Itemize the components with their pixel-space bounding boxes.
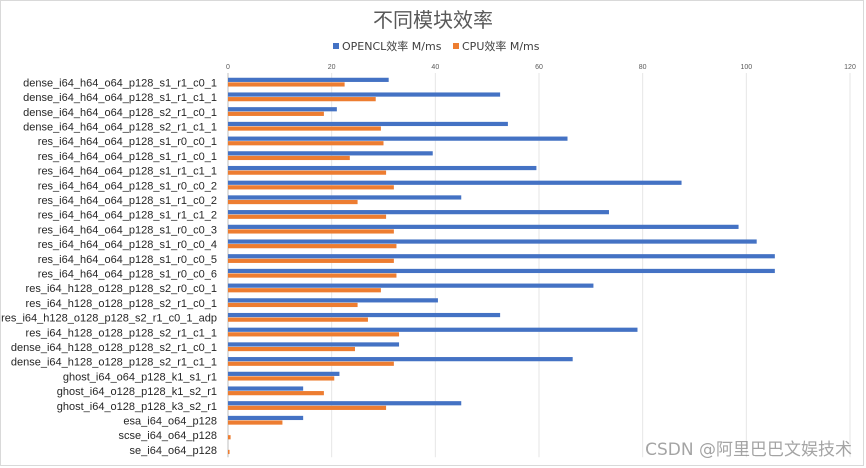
category-label-13: res_i64_h64_o64_p128_s1_r0_c0_6 [38,268,217,280]
bar-opencl-15 [228,298,438,303]
bar-cpu-7 [228,185,394,190]
bar-opencl-20 [228,371,340,376]
bar-cpu-8 [228,199,358,205]
x-tick-label-40: 40 [431,64,439,71]
bar-opencl-0 [228,77,389,82]
legend-label-1: CPU效率 M/ms [462,39,540,53]
bar-cpu-6 [228,170,387,175]
legend-swatch-1 [453,43,459,49]
bar-opencl-1 [228,92,501,97]
bar-opencl-7 [228,180,682,185]
bar-opencl-14 [228,283,594,288]
bar-cpu-14 [228,288,381,293]
bar-cpu-25 [228,449,230,455]
category-label-12: res_i64_h64_o64_p128_s1_r0_c0_5 [38,254,217,266]
category-label-10: res_i64_h64_o64_p128_s1_r0_c0_3 [38,224,217,236]
bar-cpu-18 [228,346,355,352]
category-label-7: res_i64_h64_o64_p128_s1_r0_c0_2 [38,180,217,192]
x-tick-label-60: 60 [535,64,543,71]
bar-cpu-23 [228,420,283,425]
category-label-11: res_i64_h64_o64_p128_s1_r0_c0_4 [38,239,217,251]
x-tick-label-0: 0 [226,64,230,71]
category-label-0: dense_i64_h64_o64_p128_s1_r1_c0_1 [23,77,217,89]
bar-opencl-22 [228,401,462,406]
bar-cpu-4 [228,141,384,146]
bar-opencl-19 [228,357,573,362]
bar-opencl-18 [228,342,400,347]
bar-cpu-2 [228,111,324,116]
bar-cpu-13 [228,273,397,278]
category-label-14: res_i64_h128_o128_p128_s2_r0_c0_1 [26,283,217,295]
bar-cpu-22 [228,405,387,410]
x-tick-label-100: 100 [740,64,752,71]
bar-cpu-15 [228,302,358,308]
bar-opencl-12 [228,254,775,259]
bar-cpu-11 [228,244,397,249]
category-label-20: ghost_i64_o64_p128_k1_s1_r1 [63,371,217,383]
bar-opencl-8 [228,195,462,200]
chart-title: 不同模块效率 [373,8,493,32]
category-label-18: dense_i64_h128_o128_p128_s2_r1_c0_1 [11,342,217,354]
category-label-3: dense_i64_h64_o64_p128_s2_r1_c1_1 [23,121,217,133]
bar-cpu-1 [228,97,376,102]
bar-opencl-10 [228,224,739,229]
category-label-4: res_i64_h64_o64_p128_s1_r0_c0_1 [38,136,217,148]
bar-opencl-3 [228,121,508,127]
category-label-21: ghost_i64_o128_p128_k1_s2_r1 [57,386,217,398]
x-tick-label-120: 120 [844,64,856,71]
bar-cpu-0 [228,82,345,87]
bar-cpu-17 [228,332,400,337]
category-label-5: res_i64_h64_o64_p128_s1_r1_c0_1 [38,151,217,163]
category-label-17: res_i64_h128_o128_p128_s2_r1_c1_1 [26,327,217,339]
x-tick-label-20: 20 [328,64,336,71]
bar-opencl-4 [228,136,568,141]
bar-cpu-20 [228,376,335,381]
bar-cpu-5 [228,155,350,161]
bar-opencl-21 [228,386,304,391]
bar-opencl-6 [228,165,537,171]
category-label-16: res_i64_h128_o128_p128_s2_r1_c0_1_adp [1,313,217,325]
bar-opencl-23 [228,415,304,421]
category-label-24: scse_i64_o64_p128 [119,430,217,442]
bar-opencl-11 [228,239,757,244]
bar-opencl-16 [228,312,501,318]
bar-opencl-2 [228,107,337,112]
watermark-text: CSDN @阿里巴巴文娱技术 [645,440,852,460]
bar-cpu-16 [228,317,368,322]
bar-cpu-24 [228,435,231,440]
legend-label-0: OPENCL效率 M/ms [342,39,442,53]
bar-opencl-5 [228,151,433,156]
bar-opencl-17 [228,327,638,332]
bar-cpu-21 [228,391,324,396]
category-label-25: se_i64_o64_p128 [130,445,217,457]
category-label-1: dense_i64_h64_o64_p128_s1_r1_c1_1 [23,92,217,104]
category-label-22: ghost_i64_o128_p128_k3_s2_r1 [57,401,217,413]
bar-opencl-9 [228,210,609,215]
bar-cpu-9 [228,214,387,219]
category-label-6: res_i64_h64_o64_p128_s1_r1_c1_1 [38,166,217,178]
bar-cpu-10 [228,229,394,234]
category-label-23: esa_i64_o64_p128 [123,415,217,427]
category-label-15: res_i64_h128_o128_p128_s2_r1_c0_1 [26,298,217,310]
category-label-9: res_i64_h64_o64_p128_s1_r1_c1_2 [38,210,217,222]
bar-cpu-12 [228,258,394,263]
category-label-8: res_i64_h64_o64_p128_s1_r1_c0_2 [38,195,217,207]
bar-cpu-3 [228,126,381,131]
category-label-2: dense_i64_h64_o64_p128_s2_r1_c0_1 [23,107,217,119]
x-tick-label-80: 80 [639,64,647,71]
category-label-19: dense_i64_h128_o128_p128_s2_r1_c1_1 [11,357,217,369]
legend-swatch-0 [333,43,339,49]
bar-cpu-19 [228,361,394,366]
bar-opencl-13 [228,268,775,274]
